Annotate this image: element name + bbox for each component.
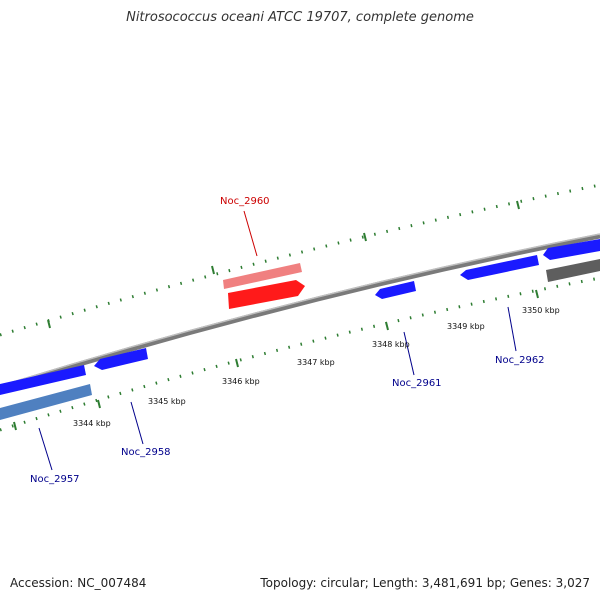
gene-noc-2957-light[interactable]	[0, 384, 92, 420]
page-title: Nitrosococcus oceani ATCC 19707, complet…	[126, 10, 474, 25]
scale-label-3348: 3348 kbp	[372, 340, 410, 349]
genome-backbone	[0, 233, 600, 391]
outer-major-ticks	[47, 200, 520, 329]
inner-tick-ring	[0, 276, 600, 432]
genome-summary-text: Topology: circular; Length: 3,481,691 bp…	[260, 576, 590, 590]
gene-next-blue[interactable]	[543, 239, 600, 260]
label-noc-2960[interactable]: Noc_2960	[220, 196, 270, 207]
scale-label-3344: 3344 kbp	[73, 419, 111, 428]
label-noc-2957[interactable]: Noc_2957	[30, 474, 80, 485]
accession-text: Accession: NC_007484	[10, 576, 147, 590]
gene-noc-2960-outer[interactable]	[223, 263, 302, 289]
gene-noc-2962[interactable]	[460, 255, 539, 280]
gene-noc-2960[interactable]	[228, 280, 305, 309]
gene-noc-2957[interactable]	[0, 365, 86, 395]
label-noc-2958[interactable]: Noc_2958	[121, 447, 171, 458]
genome-backbone-highlight	[0, 233, 600, 387]
gene-next-gray[interactable]	[546, 259, 600, 282]
gene-label-lines	[38, 210, 517, 471]
outer-tick-ring	[0, 183, 600, 337]
scale-label-3350: 3350 kbp	[522, 306, 560, 315]
scale-label-3345: 3345 kbp	[148, 397, 186, 406]
gene-noc-2958[interactable]	[94, 348, 148, 370]
gene-noc-2961[interactable]	[375, 281, 416, 299]
label-noc-2962[interactable]: Noc_2962	[495, 355, 545, 366]
scale-label-3349: 3349 kbp	[447, 322, 485, 331]
scale-label-3347: 3347 kbp	[297, 358, 335, 367]
scale-label-3346: 3346 kbp	[222, 377, 260, 386]
label-noc-2961[interactable]: Noc_2961	[392, 378, 442, 389]
inner-major-ticks	[13, 289, 539, 431]
